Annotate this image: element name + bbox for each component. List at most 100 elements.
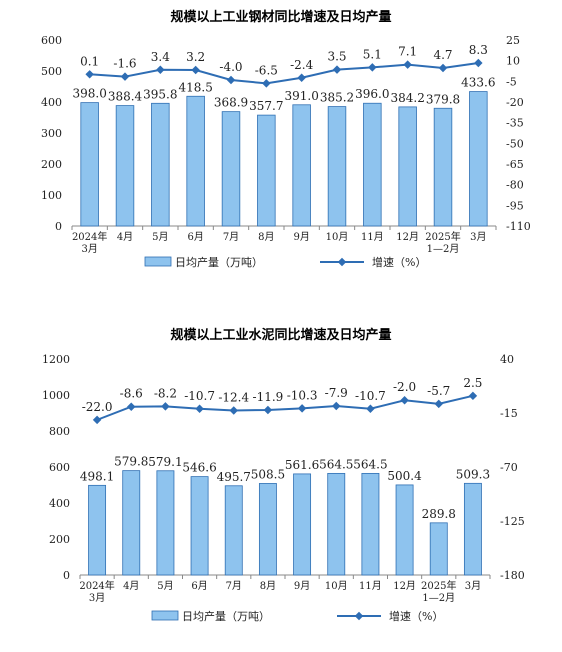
bar-value-label: 564.5 bbox=[319, 457, 353, 471]
y-left-tick-label: 800 bbox=[49, 425, 70, 438]
line-value-label: 3.5 bbox=[327, 50, 346, 64]
line-point bbox=[85, 70, 94, 79]
line-point bbox=[434, 399, 443, 409]
x-tick-label: 5月 bbox=[157, 580, 173, 592]
bar bbox=[469, 91, 488, 227]
bar bbox=[224, 485, 243, 576]
line-value-label: -8.2 bbox=[154, 386, 177, 400]
y-right-tick-label: -15 bbox=[500, 407, 518, 420]
y-right-tick-label: -125 bbox=[500, 515, 525, 528]
line-point bbox=[474, 58, 483, 68]
line-value-label: -2.0 bbox=[393, 380, 416, 394]
line-point bbox=[297, 73, 306, 82]
legend-line-marker bbox=[354, 611, 364, 621]
line-point bbox=[468, 391, 478, 401]
bar-value-label: 398.0 bbox=[72, 87, 106, 101]
y-left-tick-label: 1000 bbox=[42, 389, 70, 402]
bar-value-label: 498.1 bbox=[80, 469, 114, 483]
line-point bbox=[127, 402, 136, 411]
bar bbox=[88, 484, 107, 576]
bar bbox=[80, 102, 99, 227]
bar-value-label: 395.8 bbox=[143, 87, 177, 101]
bar-value-label: 357.7 bbox=[249, 99, 283, 113]
line-point bbox=[229, 406, 238, 415]
line-point bbox=[161, 402, 170, 411]
y-right-tick-label: 25 bbox=[506, 34, 520, 47]
cement-chart: 规模以上工业水泥同比增速及日均产量 0 200 400 600 800 1000 1200 4… bbox=[0, 318, 562, 648]
line-point bbox=[195, 404, 204, 414]
legend-line-label: 增速（%） bbox=[389, 609, 443, 623]
y-left-tick-label: 300 bbox=[41, 127, 62, 140]
line-point bbox=[438, 63, 448, 73]
bar bbox=[361, 472, 380, 576]
line-point bbox=[368, 63, 377, 72]
chart-title: 规模以上工业钢材同比增速及日均产量 bbox=[170, 10, 392, 25]
x-tick-label: 9月 bbox=[293, 231, 309, 243]
x-tick-label: 4月 bbox=[123, 580, 139, 592]
bar bbox=[190, 476, 209, 576]
x-tick-label: 8月 bbox=[260, 580, 276, 592]
y-right-tick-label: -65 bbox=[506, 158, 524, 171]
x-tick-label: 10月 bbox=[326, 231, 349, 243]
y-right-tick-label: 10 bbox=[506, 55, 520, 68]
y-right-tick-label: -70 bbox=[500, 461, 518, 474]
bar bbox=[156, 470, 175, 576]
legend-bar-label: 日均产量（万吨） bbox=[182, 609, 270, 623]
line-point bbox=[263, 405, 273, 415]
bar-value-label: 495.7 bbox=[217, 470, 251, 484]
bar-value-label: 391.0 bbox=[284, 89, 318, 103]
line-point bbox=[332, 65, 342, 74]
bar-value-label: 385.2 bbox=[320, 91, 354, 105]
y-right-tick-label: -95 bbox=[506, 199, 524, 212]
growth-line bbox=[89, 62, 479, 85]
x-tick-label: 8月 bbox=[258, 231, 274, 243]
line-value-label: 3.4 bbox=[151, 50, 170, 64]
bar-value-label: 289.8 bbox=[422, 507, 456, 521]
line-value-label: -7.9 bbox=[325, 386, 348, 400]
cement-chart-canvas: 0 200 400 600 800 1000 1200 40 -15 -70 -125 -180 498… bbox=[42, 353, 525, 623]
bar bbox=[221, 111, 241, 227]
line-value-label: 3.2 bbox=[186, 50, 205, 64]
line-value-label: -8.6 bbox=[120, 387, 143, 401]
y-left-tick-label: 500 bbox=[41, 65, 62, 78]
y-right-tick-label: -80 bbox=[506, 179, 524, 192]
line-value-label: 7.1 bbox=[398, 45, 417, 59]
bar bbox=[433, 107, 453, 227]
legend-bar-label: 日均产量（万吨） bbox=[175, 255, 263, 269]
bar bbox=[186, 95, 205, 227]
line-value-label: -4.0 bbox=[219, 60, 242, 74]
bar bbox=[363, 102, 382, 227]
bar bbox=[151, 102, 170, 227]
bar bbox=[122, 470, 141, 576]
bar-value-label: 379.8 bbox=[426, 92, 460, 106]
y-right-tick-label: 40 bbox=[500, 353, 514, 366]
steel-chart-canvas: 0 100 200 300 400 500 600 25 10 -5 -20 -35 -50 -65 -80… bbox=[41, 34, 531, 269]
line-value-label: 5.1 bbox=[363, 47, 382, 61]
bar bbox=[292, 104, 311, 227]
growth-line bbox=[96, 394, 474, 421]
line-point bbox=[400, 395, 409, 405]
x-tick-label: 3月 bbox=[465, 580, 481, 592]
legend-line-marker bbox=[337, 257, 347, 267]
line-value-label: -10.3 bbox=[287, 388, 318, 402]
y-right-tick-label: -35 bbox=[506, 117, 524, 130]
bar-value-label: 561.6 bbox=[285, 458, 319, 472]
x-tick-label: 6月 bbox=[191, 580, 207, 592]
bar-value-label: 546.6 bbox=[182, 461, 216, 475]
line-point bbox=[403, 60, 412, 69]
steel-chart: 规模以上工业钢材同比增速及日均产量 0 100 200 300 400 500 600 25 1… bbox=[0, 0, 562, 300]
line-value-label: -6.5 bbox=[255, 63, 278, 77]
bar bbox=[293, 473, 312, 576]
line-point bbox=[156, 65, 165, 75]
bar bbox=[327, 106, 347, 227]
line-value-label: -2.4 bbox=[290, 58, 314, 72]
line-value-label: 0.1 bbox=[80, 54, 99, 68]
x-tick-label: 2025年 1—2月 bbox=[425, 230, 460, 255]
line-point bbox=[92, 415, 102, 425]
y-left-tick-label: 400 bbox=[49, 497, 70, 510]
line-point bbox=[297, 404, 307, 413]
x-tick-label: 10月 bbox=[325, 580, 348, 592]
bar bbox=[115, 105, 135, 227]
line-value-label: -12.4 bbox=[218, 390, 249, 404]
bar-value-label: 500.4 bbox=[387, 469, 422, 483]
